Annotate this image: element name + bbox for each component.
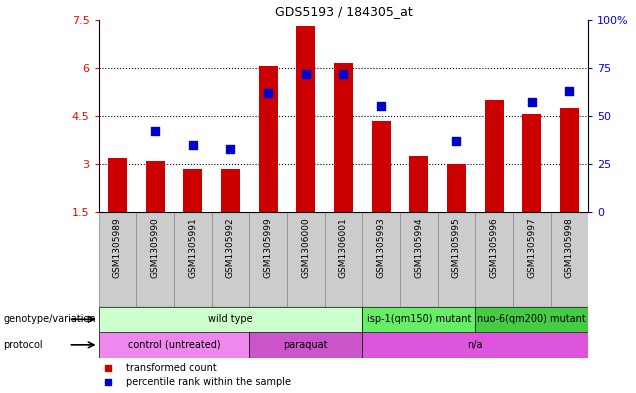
Bar [99, 332, 249, 358]
Text: GSM1305991: GSM1305991 [188, 217, 197, 278]
Text: control (untreated): control (untreated) [128, 340, 220, 350]
Bar [485, 100, 504, 212]
Text: GSM1306000: GSM1306000 [301, 217, 310, 278]
Title: GDS5193 / 184305_at: GDS5193 / 184305_at [275, 6, 412, 18]
Bar [334, 63, 353, 212]
Text: GSM1305999: GSM1305999 [263, 217, 273, 278]
Point [301, 70, 311, 77]
Text: GSM1305990: GSM1305990 [151, 217, 160, 278]
Bar [363, 332, 588, 358]
Bar [447, 164, 466, 212]
Point [263, 90, 273, 96]
Text: GSM1305994: GSM1305994 [414, 217, 424, 277]
Bar [99, 307, 363, 332]
Bar [249, 332, 363, 358]
Bar [513, 212, 551, 307]
Bar [560, 108, 579, 212]
Bar [249, 212, 287, 307]
Text: GSM1305989: GSM1305989 [113, 217, 122, 278]
Text: wild type: wild type [208, 314, 252, 324]
Text: percentile rank within the sample: percentile rank within the sample [125, 377, 291, 387]
Bar [296, 26, 315, 212]
Bar [174, 212, 212, 307]
Point [150, 128, 160, 134]
Bar [410, 156, 428, 212]
Text: n/a: n/a [467, 340, 483, 350]
Text: isp-1(qm150) mutant: isp-1(qm150) mutant [366, 314, 471, 324]
Bar [475, 212, 513, 307]
Bar [108, 158, 127, 212]
Text: GSM1305993: GSM1305993 [377, 217, 385, 278]
Bar [287, 212, 324, 307]
Bar [183, 169, 202, 212]
Point [564, 88, 574, 94]
Text: GSM1306001: GSM1306001 [339, 217, 348, 278]
Bar [475, 307, 588, 332]
Bar [400, 212, 438, 307]
Bar [371, 121, 391, 212]
Point [452, 138, 462, 144]
Text: genotype/variation: genotype/variation [3, 314, 96, 324]
Point [376, 103, 386, 109]
Bar [259, 66, 277, 212]
Bar [136, 212, 174, 307]
Bar [99, 212, 136, 307]
Bar [221, 169, 240, 212]
Text: transformed count: transformed count [125, 362, 216, 373]
Bar [551, 212, 588, 307]
Point [527, 99, 537, 106]
Text: GSM1305997: GSM1305997 [527, 217, 536, 278]
Bar [522, 114, 541, 212]
Point [188, 142, 198, 148]
Bar [324, 212, 363, 307]
Text: GSM1305995: GSM1305995 [452, 217, 461, 278]
Text: protocol: protocol [3, 340, 43, 350]
Bar [363, 307, 475, 332]
Bar [212, 212, 249, 307]
Text: GSM1305996: GSM1305996 [490, 217, 499, 278]
Text: GSM1305998: GSM1305998 [565, 217, 574, 278]
Bar [363, 212, 400, 307]
Text: paraquat: paraquat [284, 340, 328, 350]
Point [225, 145, 235, 152]
Text: GSM1305992: GSM1305992 [226, 217, 235, 277]
Point [338, 70, 349, 77]
Bar [438, 212, 475, 307]
Text: nuo-6(qm200) mutant: nuo-6(qm200) mutant [478, 314, 586, 324]
Bar [146, 161, 165, 212]
